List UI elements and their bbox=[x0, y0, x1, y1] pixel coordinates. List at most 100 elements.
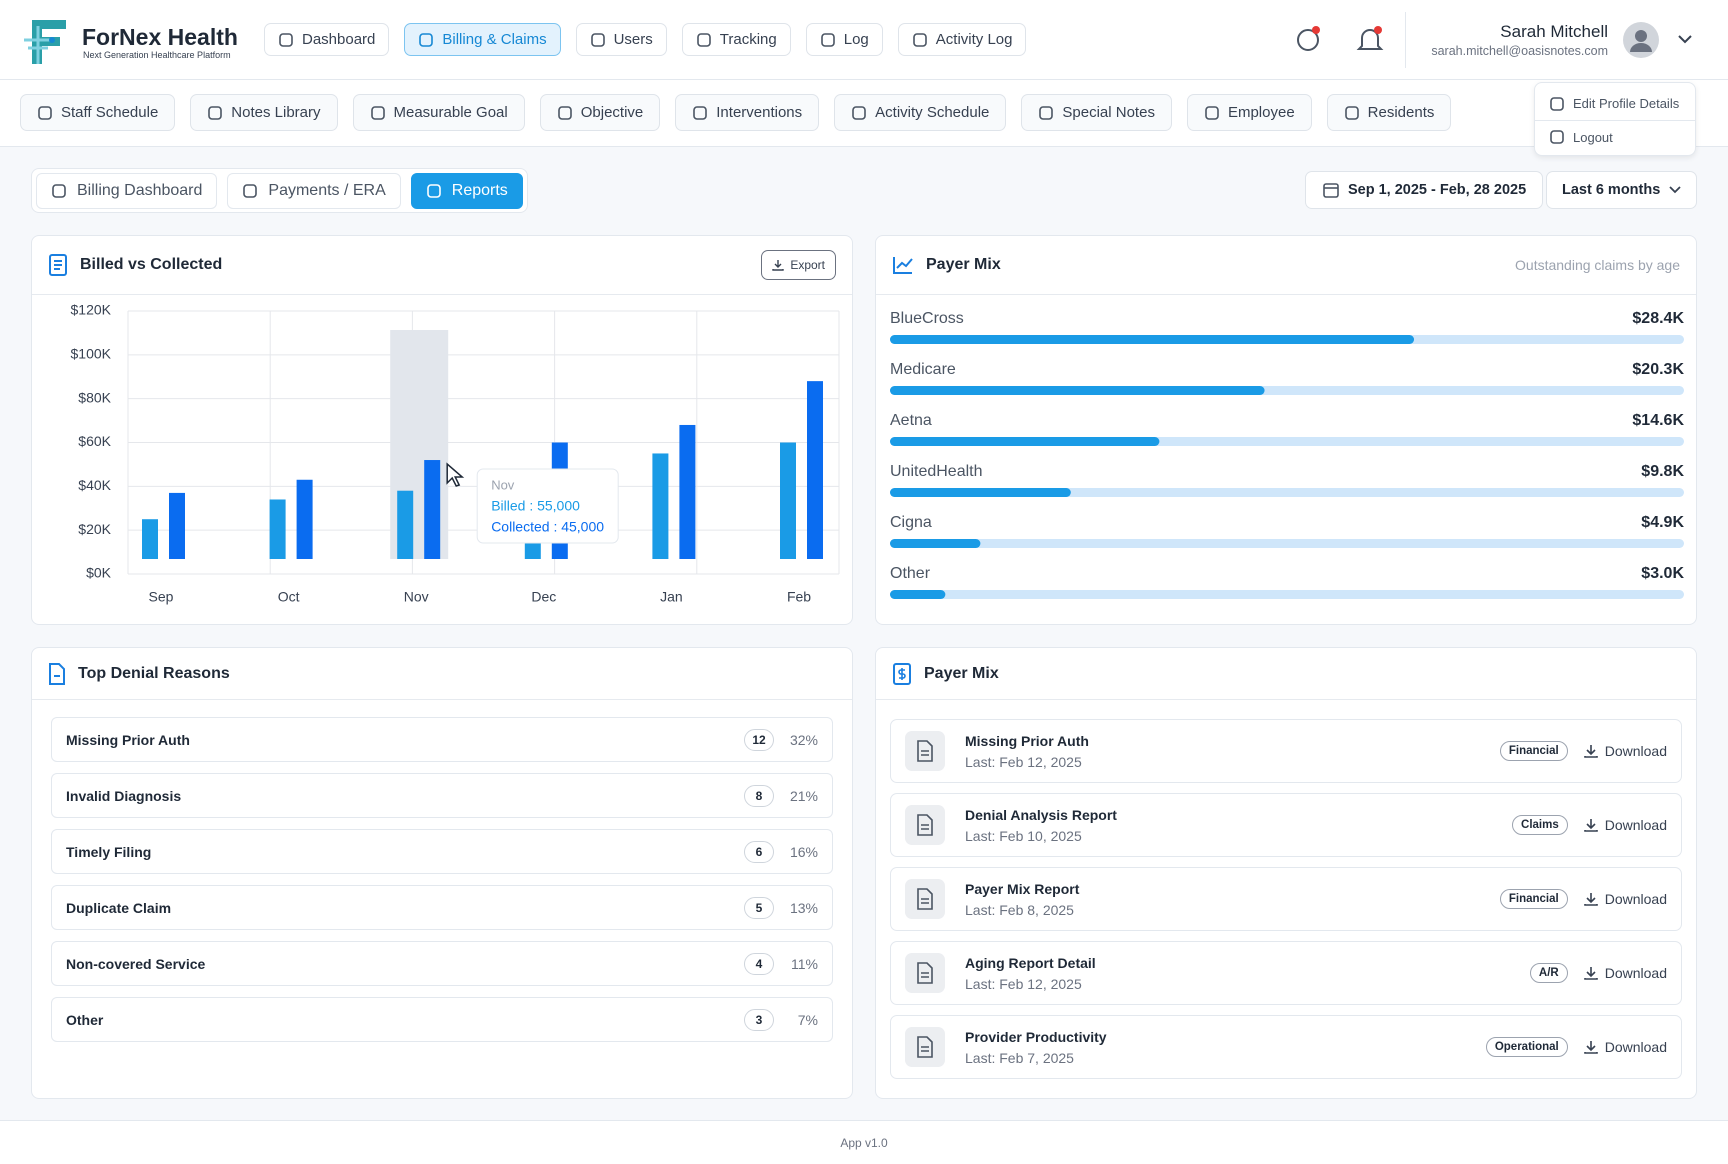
denial-label: Timely Filing bbox=[66, 843, 152, 860]
export-label: Export bbox=[790, 258, 825, 272]
subnav-item[interactable]: Special Notes bbox=[1021, 94, 1172, 131]
report-icon bbox=[905, 879, 945, 919]
report-item: Denial Analysis Report Last: Feb 10, 2025… bbox=[890, 793, 1682, 857]
header: ForNex Health Next Generation Healthcare… bbox=[0, 0, 1728, 80]
icon-shape bbox=[852, 105, 866, 120]
doc-icon bbox=[917, 1036, 933, 1058]
subnav-item[interactable]: Activity Schedule bbox=[834, 94, 1007, 131]
bar bbox=[269, 499, 286, 559]
denial-label: Missing Prior Auth bbox=[66, 731, 190, 748]
nav-label: Tracking bbox=[719, 31, 777, 48]
footer: App v1.0 bbox=[0, 1120, 1728, 1164]
download-button[interactable]: Download bbox=[1583, 743, 1667, 759]
denial-percent: 21% bbox=[789, 787, 818, 804]
subnav-item[interactable]: Notes Library bbox=[190, 94, 338, 131]
bar-track bbox=[890, 539, 1684, 548]
tabs: Billing Dashboard Payments / ERA Reports bbox=[31, 168, 528, 213]
payer-name: UnitedHealth bbox=[890, 463, 983, 480]
header-icons bbox=[1297, 26, 1384, 51]
nav-item[interactable]: Dashboard bbox=[264, 23, 390, 56]
card-icon bbox=[893, 662, 911, 685]
payer-card: Payer Mix Outstanding claims by age BlueC… bbox=[875, 235, 1697, 625]
menu-item[interactable]: Logout bbox=[1535, 120, 1695, 153]
nav-item[interactable]: Users bbox=[575, 23, 667, 56]
nav-item[interactable]: Activity Log bbox=[897, 23, 1027, 56]
download-shape bbox=[1583, 745, 1598, 758]
menu-item[interactable]: Edit Profile Details bbox=[1535, 87, 1695, 120]
subnav-item[interactable]: Objective bbox=[539, 94, 661, 131]
subnav-item[interactable]: Employee bbox=[1186, 94, 1312, 131]
x-tick-label: Oct bbox=[278, 589, 300, 605]
denial-label: Non-covered Service bbox=[66, 955, 206, 972]
card-icon bbox=[49, 662, 65, 685]
report-text: Payer Mix Report Last: Feb 8, 2025 bbox=[965, 881, 1500, 918]
tab[interactable]: Billing Dashboard bbox=[36, 172, 218, 209]
download-icon bbox=[1583, 819, 1598, 832]
download-icon bbox=[1583, 893, 1598, 906]
report-text: Aging Report Detail Last: Feb 12, 2025 bbox=[965, 955, 1530, 992]
download-button[interactable]: Download bbox=[1583, 965, 1667, 981]
download-label: Download bbox=[1604, 965, 1667, 981]
icon-shape bbox=[820, 32, 835, 47]
export-button[interactable]: Export bbox=[761, 250, 836, 280]
report-text: Denial Analysis Report Last: Feb 10, 2025 bbox=[965, 807, 1512, 844]
download-button[interactable]: Download bbox=[1583, 817, 1667, 833]
bar-chart: $0K $20K $40K $60K $80K $100K $120K Sep Oct Nov De… bbox=[71, 302, 840, 605]
tab[interactable]: Payments / ERA bbox=[227, 172, 401, 209]
bar bbox=[780, 442, 796, 559]
subnav-label: Special Notes bbox=[1062, 104, 1155, 121]
doc-shape bbox=[917, 962, 933, 984]
nav-label: Dashboard bbox=[302, 31, 376, 48]
avatar[interactable] bbox=[1622, 21, 1702, 59]
tagline: Next Generation Healthcare Platform bbox=[83, 50, 231, 60]
payer-name: Other bbox=[890, 565, 931, 582]
download-shape bbox=[1583, 893, 1598, 906]
subnav-item[interactable]: Measurable Goal bbox=[352, 94, 525, 131]
report-title: Denial Analysis Report bbox=[965, 806, 1117, 823]
subnav-item[interactable]: Interventions bbox=[675, 94, 820, 131]
payer-value: $14.6K bbox=[1632, 412, 1684, 429]
nav-item[interactable]: Log bbox=[805, 23, 883, 56]
report-tag: A/R bbox=[1529, 963, 1568, 983]
divider bbox=[1405, 12, 1406, 68]
doc-shape bbox=[917, 740, 933, 762]
icon bbox=[912, 32, 927, 47]
download-icon bbox=[1583, 967, 1598, 980]
nav-item[interactable]: Billing & Claims bbox=[404, 23, 561, 56]
report-date: Last: Feb 12, 2025 bbox=[965, 975, 1082, 992]
denial-count: 12 bbox=[744, 728, 774, 751]
icon-shape bbox=[208, 105, 223, 120]
period-select[interactable]: Last 6 months bbox=[1546, 171, 1697, 209]
billed-card: Billed vs Collected Export $0K $20K $40K $60… bbox=[31, 235, 853, 625]
bar bbox=[424, 460, 441, 559]
subnav-item[interactable]: Residents bbox=[1326, 94, 1452, 131]
date-range[interactable]: Sep 1, 2025 - Feb, 28 2025 bbox=[1305, 171, 1544, 209]
icon-shape bbox=[1550, 130, 1564, 144]
menu-label: Logout bbox=[1573, 129, 1613, 145]
nav-label: Billing & Claims bbox=[442, 31, 547, 48]
icon bbox=[52, 183, 66, 198]
report-item: Missing Prior Auth Last: Feb 12, 2025 Fina… bbox=[890, 719, 1682, 783]
bar-track bbox=[890, 488, 1684, 497]
doc-icon bbox=[917, 888, 933, 910]
download-button[interactable]: Download bbox=[1583, 1039, 1667, 1055]
icon-shape bbox=[1344, 105, 1359, 120]
icon bbox=[279, 32, 293, 47]
denial-count: 3 bbox=[744, 1008, 774, 1031]
icon-shape bbox=[1039, 105, 1054, 120]
icon bbox=[693, 105, 708, 120]
tab-label: Billing Dashboard bbox=[77, 181, 203, 199]
tooltip-line: Billed : 55,000 bbox=[491, 498, 580, 514]
period-text: Last 6 months bbox=[1562, 182, 1661, 198]
report-tag: Financial bbox=[1499, 741, 1568, 761]
subnav-item[interactable]: Staff Schedule bbox=[20, 94, 176, 131]
calendar-icon bbox=[1323, 183, 1339, 198]
nav-item[interactable]: Tracking bbox=[681, 23, 791, 56]
reports-list: Missing Prior Auth Last: Feb 12, 2025 Fina… bbox=[876, 700, 1696, 1079]
denial-label: Invalid Diagnosis bbox=[66, 787, 182, 804]
tab[interactable]: Reports bbox=[410, 172, 523, 209]
download-button[interactable]: Download bbox=[1583, 891, 1667, 907]
card-title: Top Denial Reasons bbox=[78, 664, 230, 682]
bar bbox=[296, 479, 313, 559]
icon bbox=[38, 105, 52, 120]
